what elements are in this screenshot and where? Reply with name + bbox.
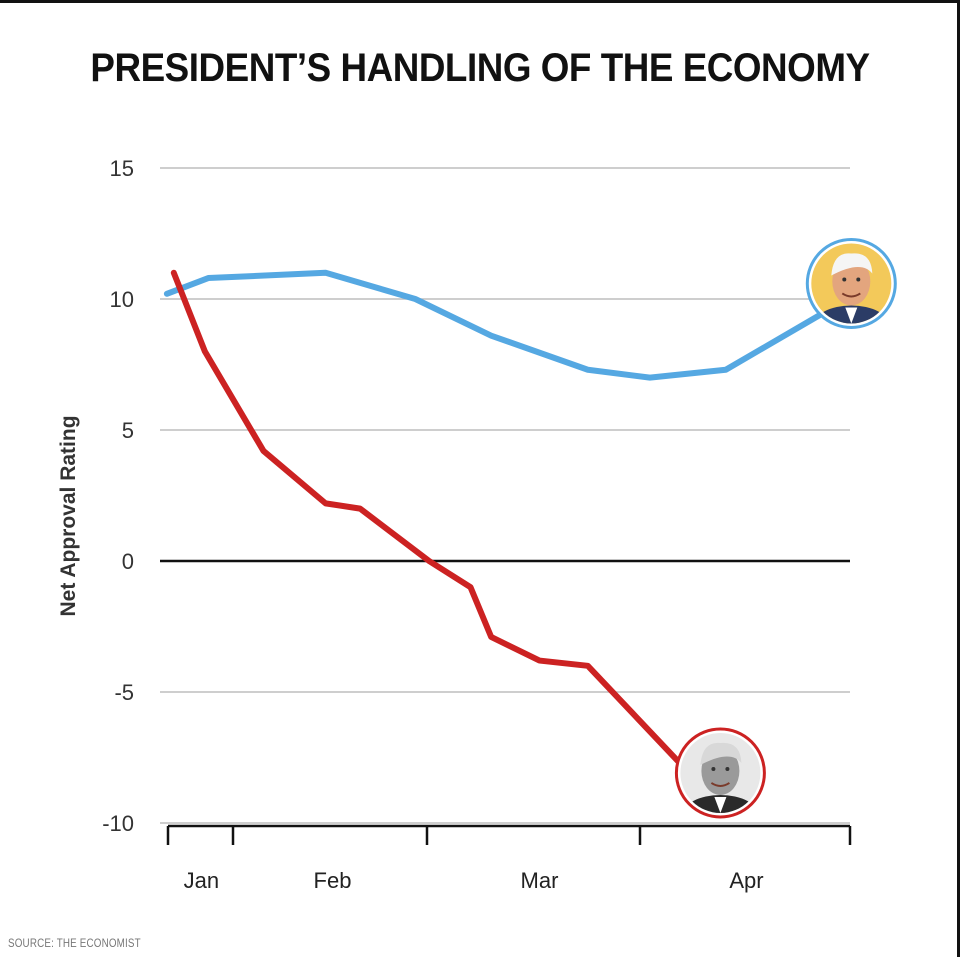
marker-face-group [811,243,892,324]
frame-right-border [957,0,960,957]
marker-mouth [710,782,730,787]
chart-title: PRESIDENT’S HANDLING OF THE ECONOMY [90,46,870,90]
marker-eye-right [725,766,730,771]
y-axis-title: Net Approval Rating [57,415,80,616]
marker-collar [845,307,858,324]
marker-hair [700,742,742,765]
marker-suit [813,305,890,324]
series-line-1 [163,269,833,381]
marker-collar [714,796,727,813]
x-tick-label: Mar [521,868,559,893]
y-tick-label: -5 [114,680,134,705]
y-axis-ticks: 15 10 5 0 -5 -10 [102,156,134,836]
x-tick-label: Apr [729,868,763,893]
x-tick-label: Feb [314,868,352,893]
marker-suit [682,794,759,813]
y-tick-label: -10 [102,811,134,836]
y-tick-label: 5 [122,418,134,443]
x-tick-label: Jan [184,868,219,893]
marker-eye-left [842,277,847,282]
face-portrait-icon [805,237,897,329]
series-lines [163,269,833,771]
series-end-markers [674,237,897,819]
frame-top-border [0,0,960,3]
y-tick-label: 0 [122,549,134,574]
marker-eye-right [856,277,861,282]
y-tick-label: 15 [110,156,134,181]
face-portrait-icon [674,727,766,819]
series-line-2 [170,269,688,771]
x-axis: Jan Feb Mar Apr [166,824,852,893]
marker-eye-left [711,766,716,771]
marker-mouth [841,292,861,298]
source-note: SOURCE: THE ECONOMIST [8,936,141,950]
y-tick-label: 10 [110,287,134,312]
marker-hair [831,253,873,276]
marker-face-group [680,732,761,813]
gridlines [160,167,850,824]
